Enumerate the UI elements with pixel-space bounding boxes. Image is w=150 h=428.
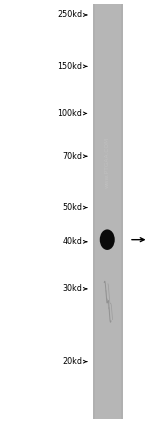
Text: 70kd: 70kd: [63, 152, 82, 161]
Bar: [93, 4, 123, 419]
Text: www.PTGAA.COM: www.PTGAA.COM: [105, 137, 110, 188]
Text: 250kd: 250kd: [57, 10, 83, 20]
Text: 50kd: 50kd: [63, 203, 82, 212]
Text: 20kd: 20kd: [63, 357, 82, 366]
Text: 30kd: 30kd: [63, 284, 82, 294]
Text: 150kd: 150kd: [57, 62, 82, 71]
Text: 100kd: 100kd: [58, 109, 82, 118]
Text: 40kd: 40kd: [63, 237, 82, 247]
Ellipse shape: [100, 229, 115, 250]
Bar: [95, 4, 121, 419]
